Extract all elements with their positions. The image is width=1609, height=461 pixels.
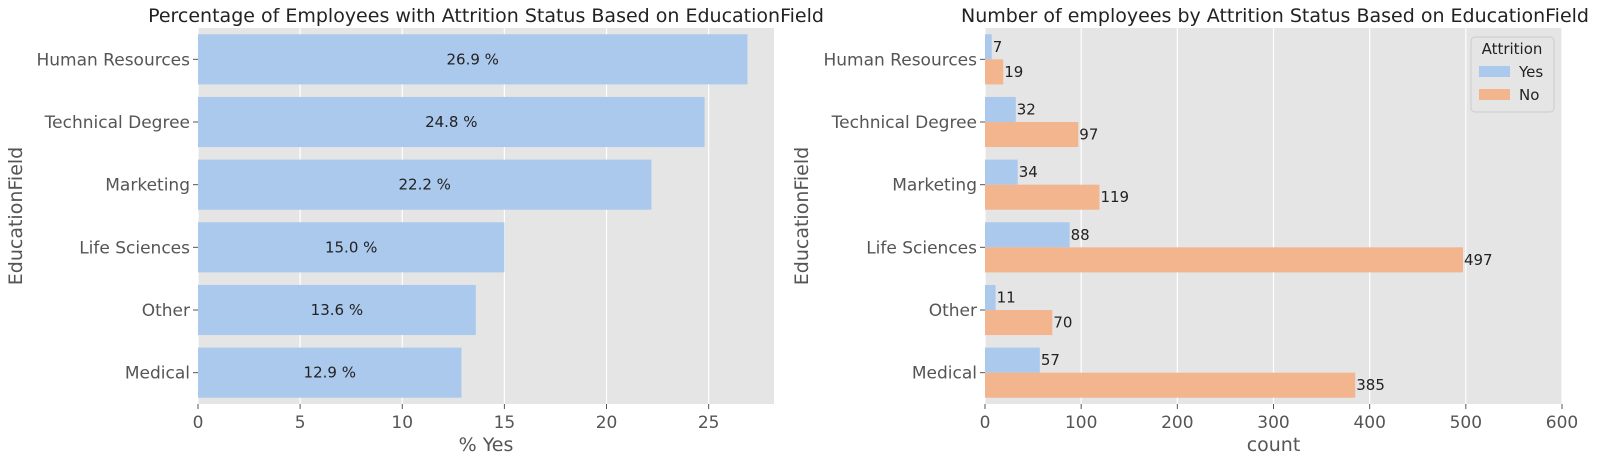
bar-value-label: 34 [1019, 163, 1038, 181]
category-label: Medical [912, 364, 977, 384]
x-tick-label: 0 [193, 413, 204, 433]
bar-yes [985, 96, 1016, 122]
x-axis-label: count [1247, 434, 1301, 456]
bar-yes [985, 159, 1018, 185]
x-tick-label: 600 [1546, 413, 1578, 433]
category-label: Technical Degree [44, 113, 190, 133]
bar-no [985, 372, 1356, 398]
bar-no [985, 184, 1100, 210]
category-label: Human Resources [823, 50, 977, 70]
category-label: Medical [125, 364, 190, 384]
x-tick-label: 5 [295, 413, 306, 433]
bar-value-label: 15.0 % [325, 238, 377, 256]
bar-value-label: 11 [997, 288, 1016, 306]
category-label: Other [929, 301, 977, 321]
plot-area [198, 28, 774, 404]
bar [198, 284, 476, 336]
bar [198, 159, 652, 210]
x-tick-label: 20 [596, 413, 618, 433]
bar-yes [985, 222, 1070, 248]
x-tick-label: 200 [1161, 413, 1193, 433]
chart-title: Percentage of Employees with Attrition S… [148, 5, 824, 27]
legend-swatch-yes [1479, 66, 1510, 77]
bar-value-label: 119 [1100, 188, 1129, 206]
chart-panel-1: 0 5 10 15 20 25 Human Resources Technical Degre… [5, 5, 824, 456]
category-label: Life Sciences [866, 238, 977, 258]
x-tick-label: 10 [391, 413, 413, 433]
bar-value-label: 497 [1464, 251, 1493, 269]
bar-value-label: 7 [993, 38, 1003, 56]
category-label: Other [142, 301, 190, 321]
x-tick-label: 25 [698, 413, 720, 433]
x-tick-label: 400 [1353, 413, 1385, 433]
category-label: Marketing [892, 176, 977, 196]
x-tick-label: 0 [980, 413, 991, 433]
legend-entry-label: Yes [1518, 63, 1543, 81]
legend-title: Attrition [1482, 40, 1543, 58]
legend-swatch-no [1479, 89, 1510, 100]
x-tick-label: 15 [494, 413, 516, 433]
x-tick-label: 300 [1257, 413, 1289, 433]
category-label: Marketing [105, 176, 190, 196]
x-tick-label: 500 [1450, 413, 1482, 433]
category-label: Technical Degree [831, 113, 977, 133]
bar-value-label: 385 [1356, 376, 1385, 394]
bar-yes [985, 347, 1040, 373]
bar-value-label: 32 [1017, 100, 1036, 118]
bar-value-label: 57 [1041, 351, 1060, 369]
chart-panel-2: 0 100 200 300 400 500 600 Human Resources Techni… [791, 5, 1589, 456]
bar [198, 347, 462, 398]
bar-yes [985, 34, 992, 60]
legend: Attrition Yes No [1470, 36, 1555, 113]
bar-value-label: 22.2 % [399, 176, 451, 194]
bar-value-label: 13.6 % [311, 301, 363, 319]
legend-entry-label: No [1519, 86, 1539, 104]
bar-value-label: 26.9 % [447, 50, 499, 68]
bar [198, 222, 505, 273]
bar-value-label: 97 [1079, 126, 1098, 144]
bar [198, 34, 748, 85]
bar-value-label: 12.9 % [304, 364, 356, 382]
category-label: Life Sciences [79, 238, 190, 258]
category-label: Human Resources [36, 50, 190, 70]
bar-no [985, 310, 1053, 336]
bar-no [985, 122, 1079, 148]
bar-value-label: 70 [1053, 314, 1072, 332]
bar [198, 96, 705, 148]
bar-yes [985, 284, 996, 310]
y-axis-label: EducationField [5, 147, 27, 285]
bar-no [985, 59, 1004, 85]
x-axis-label: % Yes [459, 434, 514, 456]
bar-value-label: 19 [1004, 63, 1023, 81]
bar-no [985, 247, 1463, 273]
bar-value-label: 88 [1071, 226, 1090, 244]
bar-value-label: 24.8 % [425, 113, 477, 131]
y-axis-label: EducationField [791, 147, 813, 285]
x-tick-label: 100 [1065, 413, 1097, 433]
chart-title: Number of employees by Attrition Status … [961, 5, 1589, 27]
